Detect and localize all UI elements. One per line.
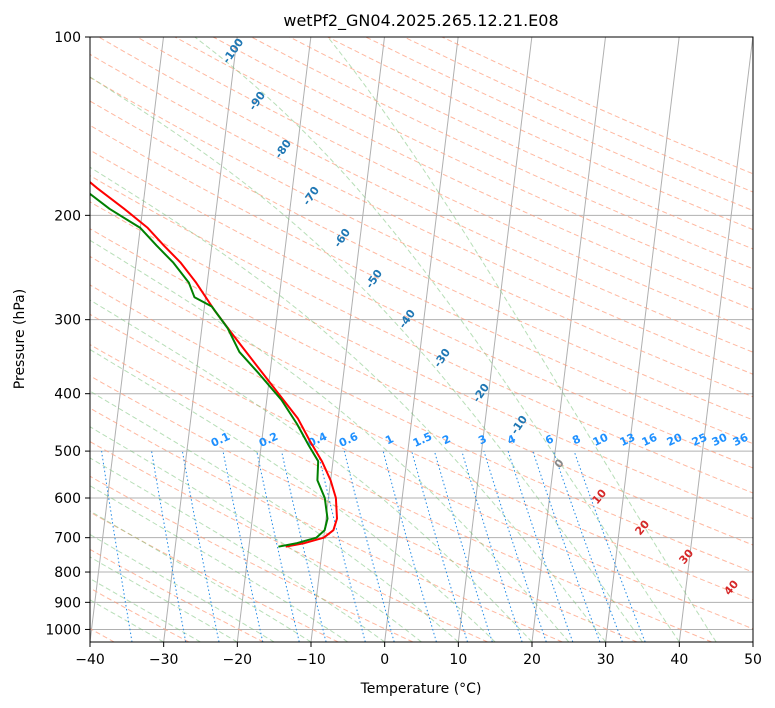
mixing-ratio-line [281, 450, 327, 642]
x-tick-label: 0 [380, 652, 389, 668]
dry-adiabat-line [90, 124, 753, 445]
x-axis-ticks: −40 −30 −20 −10 0 10 20 30 40 50 [75, 642, 762, 668]
mixing-ratio-line [222, 451, 264, 642]
mixing-ratio-line [343, 450, 395, 642]
x-tick-label: 20 [523, 652, 541, 668]
y-tick-label: 200 [54, 208, 81, 224]
mixing-ratio-label: 30 [710, 431, 730, 449]
isotherm-line [457, 37, 533, 642]
isotherm-line [531, 37, 606, 642]
plot-frame [89, 36, 754, 643]
dry-adiabat-line [90, 441, 488, 642]
moist-adiabat-line [90, 166, 607, 642]
plot-area: -100-90-80-70-60-50-40-30-20-100.1 0.2 0.4… [90, 37, 753, 642]
mixing-ratio-line [532, 450, 601, 642]
moist-adiabat-line [90, 299, 533, 642]
moist-adiabat-line [90, 533, 275, 642]
dry-adiabat-line [90, 76, 753, 398]
y-tick-label: 800 [54, 565, 81, 581]
moist-adiabat-line [90, 485, 349, 642]
isotherm-line [90, 37, 164, 642]
dry-adiabat-line [90, 407, 563, 642]
mixing-ratio-line [573, 450, 646, 642]
mixing-ratio-label: 13 [618, 431, 637, 449]
mixing-ratio-line [433, 450, 493, 642]
moist-adiabats [90, 37, 717, 642]
dry-adiabat-line [90, 255, 753, 573]
dry-adiabat-line [90, 228, 753, 546]
isotherm-line [310, 37, 385, 642]
mixing-ratio-line [552, 450, 623, 642]
x-tick-label: 30 [597, 652, 615, 668]
isotherm-line [678, 37, 753, 642]
x-axis-label: Temperature (°C) [360, 681, 482, 697]
mixing-ratio-label: 10 [591, 431, 611, 449]
y-tick-label: 400 [54, 387, 81, 403]
moist-adiabat-line [90, 510, 312, 642]
temperature-profile-line [90, 180, 338, 548]
dry-adiabat-line [90, 375, 638, 642]
x-tick-label: −20 [223, 652, 253, 668]
x-tick-label: 40 [670, 652, 688, 668]
y-axis-ticks: 1000 900 800 700 600 500 400 300 200 100 [45, 30, 90, 638]
mixing-ratio-label: 20 [665, 431, 685, 449]
moist-adiabat-line [90, 457, 385, 642]
y-tick-label: 600 [54, 491, 81, 507]
y-axis-label: Pressure (hPa) [12, 289, 28, 389]
y-tick-label: 900 [54, 595, 81, 611]
moist-adiabat-line [90, 239, 570, 642]
mixing-ratio-line [181, 451, 220, 642]
isotherm-line [384, 37, 459, 642]
moist-adiabat-line [90, 556, 238, 642]
mixing-ratio-label: 16 [640, 431, 660, 449]
x-tick-label: 50 [744, 652, 762, 668]
dry-adiabat-line [90, 175, 753, 494]
sounding-profiles [90, 180, 338, 548]
dewpoint-profile-line [90, 192, 329, 548]
dry-adiabat-line [90, 587, 190, 642]
y-tick-label: 1000 [45, 622, 81, 638]
y-tick-label: 700 [54, 531, 81, 547]
dry-adiabat-line [90, 475, 414, 642]
x-tick-label: 10 [449, 652, 467, 668]
dry-adiabat-line [90, 548, 264, 642]
dry-adiabat-line [90, 313, 753, 630]
isotherm-gridlines [90, 37, 753, 642]
moist-adiabat-line [327, 37, 717, 642]
dry-adiabat-line [212, 37, 753, 290]
isotherm-line [163, 37, 238, 642]
mixing-ratio-line [317, 450, 366, 642]
moist-adiabat-line [90, 348, 496, 642]
moist-adiabat-line [90, 578, 201, 642]
mixing-ratio-line [507, 450, 574, 642]
y-tick-label: 500 [54, 444, 81, 460]
dry-adiabat-line [90, 100, 753, 421]
mixing-ratio-line [483, 450, 547, 642]
mixing-ratio-line [256, 450, 300, 642]
moist-adiabat-line [194, 37, 680, 642]
x-tick-label: −30 [149, 652, 179, 668]
y-tick-label: 300 [54, 313, 81, 329]
moist-adiabat-line [90, 76, 643, 642]
dry-adiabat-line [90, 149, 753, 469]
x-tick-label: −10 [296, 652, 326, 668]
mixing-ratio-line [461, 450, 523, 642]
mixing-ratio-line [411, 450, 468, 642]
chart-title: wetPf2_GN04.2025.265.12.21.E08 [283, 11, 558, 31]
mixing-ratio-lines [101, 450, 646, 642]
y-tick-label: 100 [54, 30, 81, 46]
mixing-ratio-label: 36 [731, 431, 751, 449]
mixing-ratio-line [382, 450, 437, 642]
mixing-ratio-label: 25 [690, 431, 709, 449]
moist-adiabat-line [90, 390, 459, 642]
isotherm-line [236, 37, 312, 642]
x-tick-label: −40 [75, 652, 105, 668]
